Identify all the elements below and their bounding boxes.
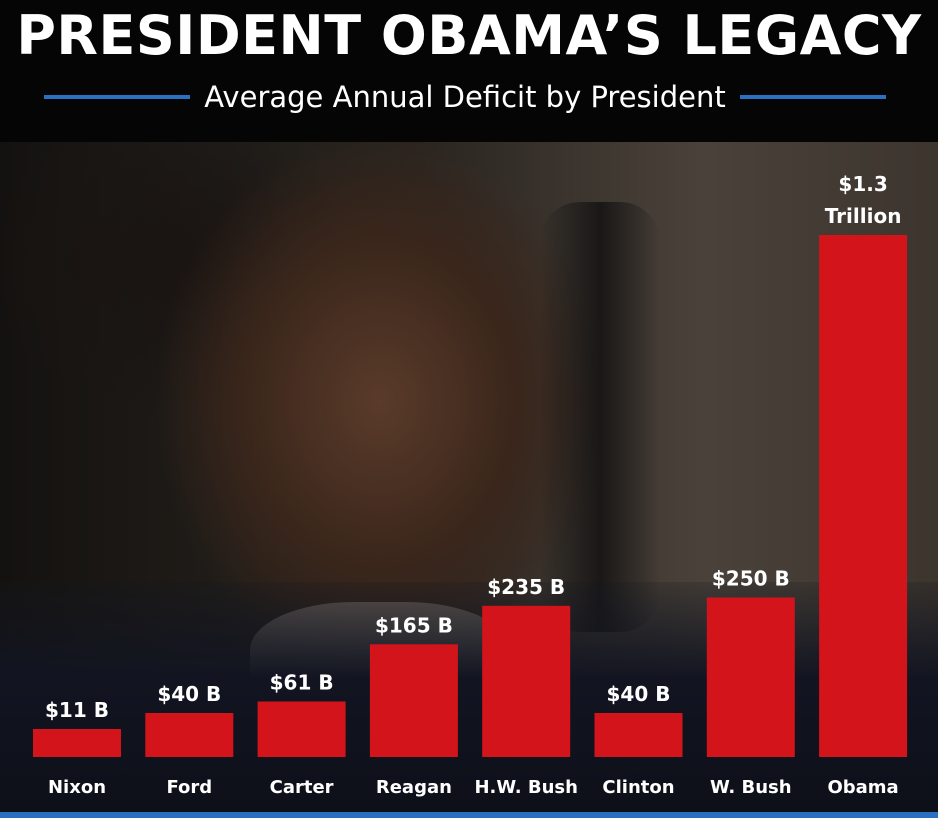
bar-obama: [819, 235, 908, 757]
header: PRESIDENT OBAMA’S LEGACY Average Annual …: [0, 0, 938, 142]
bar-nixon: [33, 729, 121, 757]
bar-carter: [257, 701, 346, 757]
bottom-accent-line: [0, 812, 938, 818]
category-label-w-bush: W. Bush: [710, 777, 792, 798]
value-label-3: $165 B: [375, 613, 453, 637]
category-label-ford: Ford: [166, 777, 212, 798]
chair-back-shape: [540, 202, 660, 632]
category-label-reagan: Reagan: [376, 777, 452, 798]
bar-reagan: [369, 644, 458, 757]
category-label-obama: Obama: [827, 777, 898, 798]
category-label-clinton: Clinton: [602, 777, 674, 798]
left-divider-line: [44, 95, 191, 99]
bar-h-w-bush: [482, 605, 571, 757]
value-label-0: $11 B: [45, 698, 109, 722]
value-label-2: $61 B: [270, 671, 334, 695]
value-label-7-1: Trillion: [825, 204, 902, 228]
category-label-h-w-bush: H.W. Bush: [474, 777, 577, 798]
value-label-7-0: $1.3: [838, 172, 887, 196]
value-label-5: $40 B: [607, 682, 671, 706]
bar-clinton: [594, 713, 683, 757]
value-label-1: $40 B: [157, 682, 221, 706]
bar-ford: [145, 713, 234, 757]
chart-subtitle: Average Annual Deficit by President: [204, 80, 726, 114]
chart-title: PRESIDENT OBAMA’S LEGACY: [16, 4, 922, 67]
subtitle-row: Average Annual Deficit by President: [44, 80, 887, 114]
right-divider-line: [739, 95, 887, 99]
bar-w-bush: [706, 597, 795, 757]
value-label-4: $235 B: [487, 575, 565, 599]
value-label-6: $250 B: [712, 567, 790, 591]
category-label-carter: Carter: [270, 777, 334, 798]
category-label-nixon: Nixon: [48, 777, 106, 798]
